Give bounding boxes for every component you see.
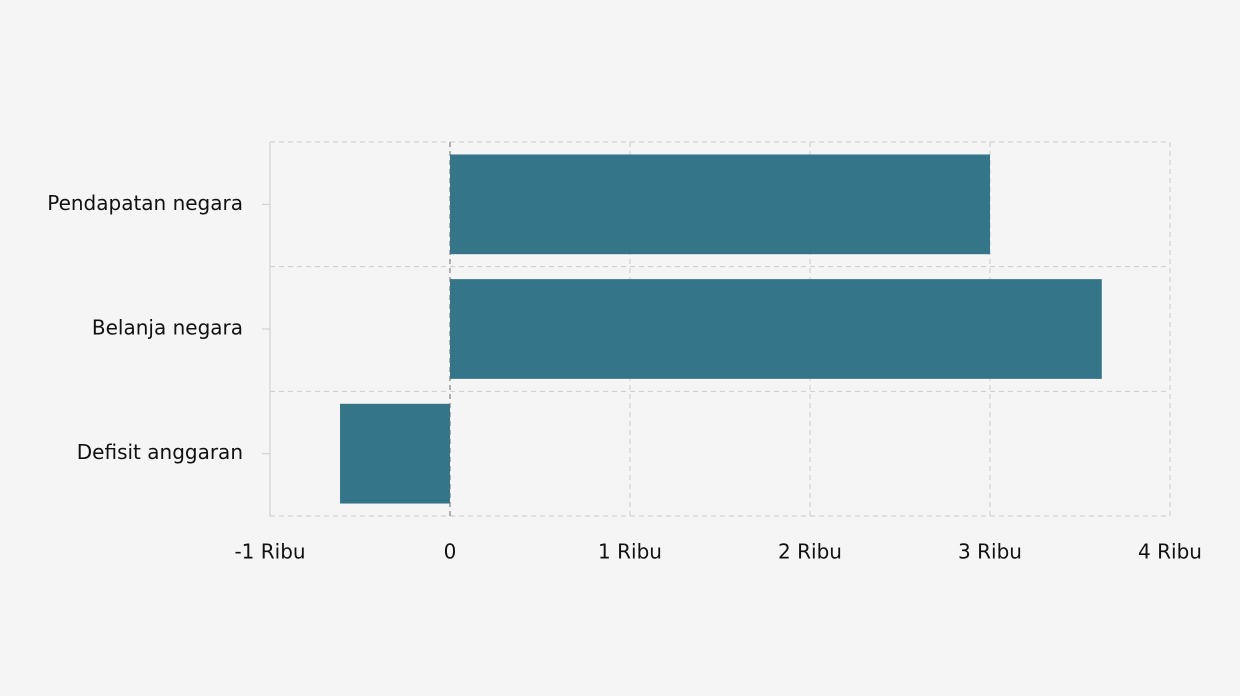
bar (450, 279, 1102, 379)
x-tick-label: 4 Ribu (1138, 540, 1202, 564)
x-tick-label: 0 (444, 540, 457, 564)
x-tick-label: 1 Ribu (598, 540, 662, 564)
x-tick-label: 2 Ribu (778, 540, 842, 564)
bar (450, 154, 990, 255)
bar (340, 403, 450, 504)
y-tick-label: Belanja negara (92, 316, 243, 340)
x-tick-label: 3 Ribu (958, 540, 1022, 564)
y-tick-label: Pendapatan negara (47, 191, 243, 215)
x-tick-label: -1 Ribu (234, 540, 305, 564)
y-tick-label: Defisit anggaran (77, 440, 243, 464)
